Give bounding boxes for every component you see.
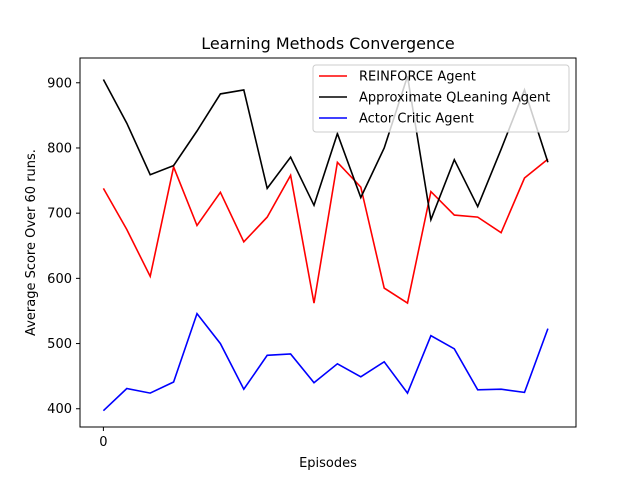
- x-tick-label: 0: [99, 435, 107, 450]
- y-tick-label: 400: [47, 402, 72, 417]
- chart-title: Learning Methods Convergence: [201, 34, 454, 53]
- ticks-layer: 400 500 600 700 800 900 0: [47, 76, 107, 450]
- legend: REINFORCE Agent Approximate QLeaning Agen…: [312, 64, 570, 133]
- y-tick-label: 600: [47, 272, 72, 287]
- y-tick-label: 800: [47, 141, 72, 156]
- y-tick-label: 700: [47, 207, 72, 222]
- x-axis-label: Episodes: [299, 456, 357, 471]
- series-line-3: [102, 311, 549, 412]
- y-axis-label: Average Score Over 60 runs.: [24, 149, 39, 336]
- legend-label-3: Actor Critic Agent: [359, 112, 474, 127]
- y-tick-label: 500: [47, 337, 72, 352]
- legend-label-2: Approximate QLeaning Agent: [359, 91, 550, 106]
- y-tick-label: 900: [47, 76, 72, 91]
- series-layer: [102, 76, 549, 412]
- legend-box: [312, 64, 570, 133]
- legend-label-1: REINFORCE Agent: [359, 70, 476, 85]
- series-line-2: [102, 76, 549, 223]
- plot-frame: [79, 57, 577, 428]
- series-line-1: [102, 158, 549, 305]
